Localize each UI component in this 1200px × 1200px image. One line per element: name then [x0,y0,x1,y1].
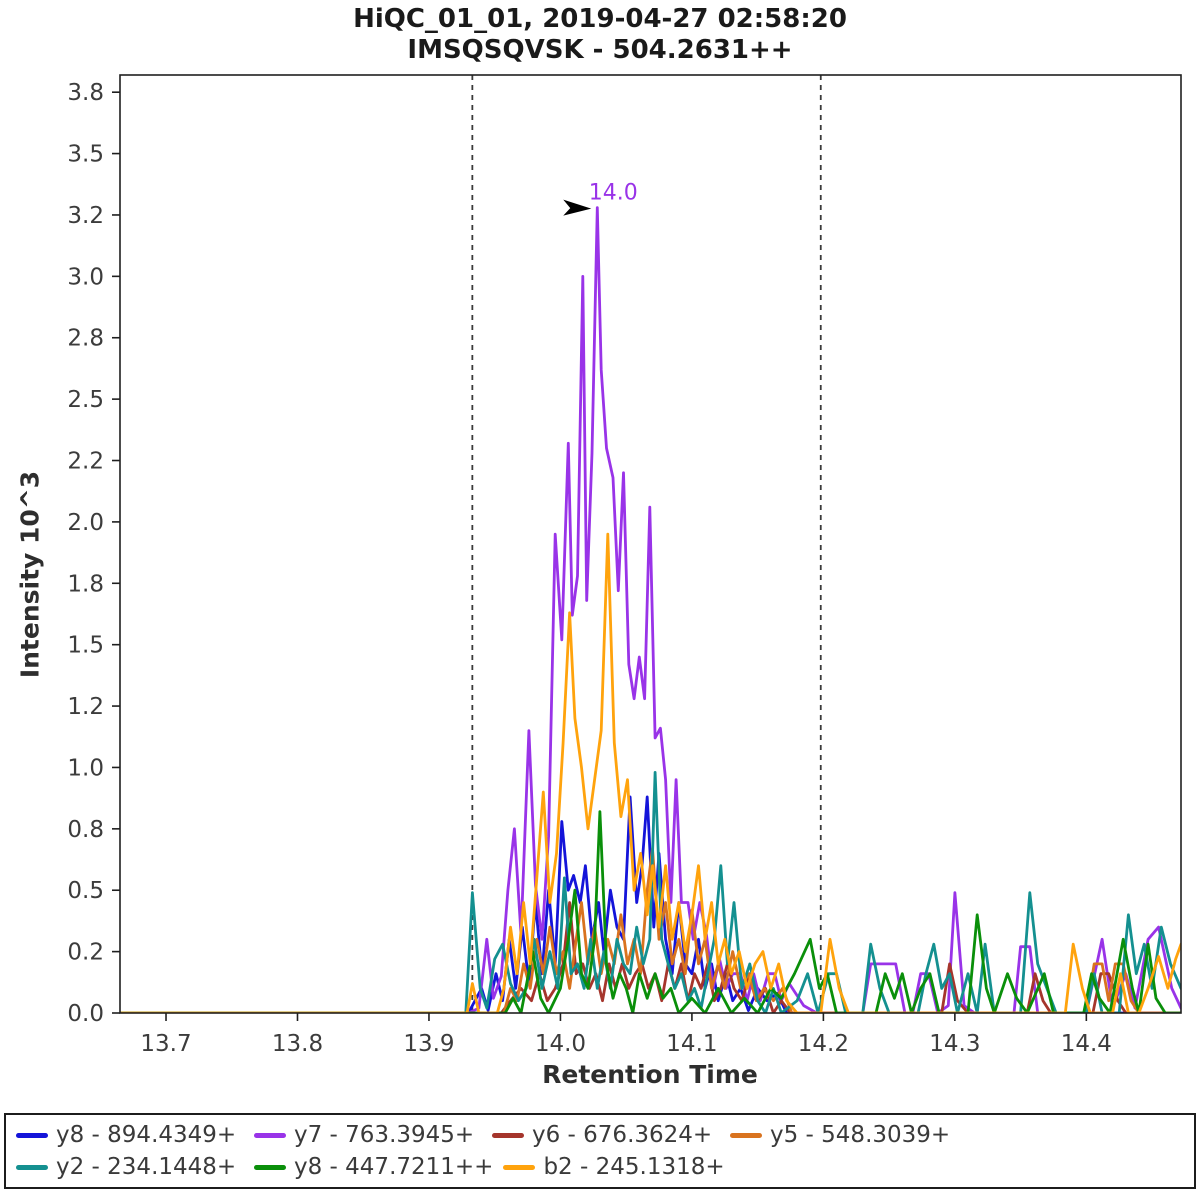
legend-item-y2: y2 - 234.1448+ [16,1154,244,1180]
x-tick-label: 14.1 [666,1031,717,1057]
y-tick-label: 0.5 [67,878,104,904]
chart-title: HiQC_01_01, 2019-04-27 02:58:20 [353,4,847,34]
y-tick-label: 1.0 [67,755,104,781]
y-tick-label: 3.0 [67,264,104,290]
y-axis-label: Intensity 10^3 [15,470,45,679]
y-tick-label: 0.2 [67,940,104,966]
legend-item-y7: y7 - 763.3945+ [254,1122,482,1148]
legend-swatch-y7 [254,1132,286,1138]
chromatogram-plot: 0.0 0.2 0.5 0.8 1.0 1.2 1.5 1.8 2.0 2.2 2.5 2.8 3.0 3… [67,74,1182,1057]
series-group [120,206,1181,1013]
y-tick-label: 1.8 [67,571,104,597]
y-tick-label: 1.2 [67,694,104,720]
y-tick-label: 2.2 [67,449,104,475]
y-tick-label: 3.2 [67,203,104,229]
legend-item-label: y5 - 548.3039+ [770,1122,951,1148]
series-line-b2 [120,532,1181,1013]
legend: y8 - 894.4349+ y7 - 763.3945+ y6 - 676.362… [4,1113,1196,1189]
chart-title-block: HiQC_01_01, 2019-04-27 02:58:20 IMSQSQVS… [0,4,1200,66]
x-tick-label: 14.4 [1061,1031,1112,1057]
x-tick-label: 13.9 [403,1031,454,1057]
legend-swatch-y2 [16,1164,48,1170]
y-tick-label: 0.8 [67,817,104,843]
legend-swatch-y8pp [254,1164,286,1170]
y-tick-label: 3.5 [67,142,104,168]
y-tick-label: 2.5 [67,387,104,413]
legend-item-y8: y8 - 894.4349+ [16,1122,244,1148]
legend-item-y6: y6 - 676.3624+ [492,1122,720,1148]
series-line-y2 [120,771,1181,1013]
legend-swatch-y6 [492,1132,524,1138]
legend-swatch-y5 [730,1132,762,1138]
plot-frame [119,74,1182,1014]
peak-annotation-arrow [563,199,592,216]
y-tick-label: 2.0 [67,510,104,536]
y-tick-label: 1.5 [67,633,104,659]
x-tick-label: 14.0 [535,1031,586,1057]
legend-item-label: y8 - 447.7211++ [294,1154,494,1180]
chart-subtitle: IMSQSQVSK - 504.2631++ [407,35,793,65]
legend-item-label: y2 - 234.1448+ [56,1154,237,1180]
x-tick-label: 13.8 [272,1031,323,1057]
legend-swatch-y8 [16,1132,48,1138]
legend-item-label: b2 - 245.1318+ [543,1154,725,1180]
x-tick-label: 14.3 [929,1031,980,1057]
x-tick-label: 13.7 [140,1031,191,1057]
y-tick-label: 0.0 [67,1001,104,1027]
series-line-y8pp [120,810,1181,1013]
legend-item-label: y8 - 894.4349+ [56,1122,237,1148]
series-line-y5 [120,847,1181,1013]
legend-item-label: y7 - 763.3945+ [294,1122,475,1148]
series-line-y7 [120,206,1181,1013]
legend-item-y5: y5 - 548.3039+ [730,1122,958,1148]
y-tick-label: 2.8 [67,326,104,352]
x-axis-label: Retention Time [542,1060,758,1089]
y-tick-label: 3.8 [67,80,104,106]
peak-annotation-label: 14.0 [589,181,638,206]
legend-swatch-b2 [503,1164,536,1170]
legend-item-y8pp: y8 - 447.7211++ [254,1154,493,1180]
legend-item-b2: b2 - 245.1318+ [503,1154,731,1180]
legend-item-label: y6 - 676.3624+ [532,1122,713,1148]
x-tick-label: 14.2 [798,1031,849,1057]
